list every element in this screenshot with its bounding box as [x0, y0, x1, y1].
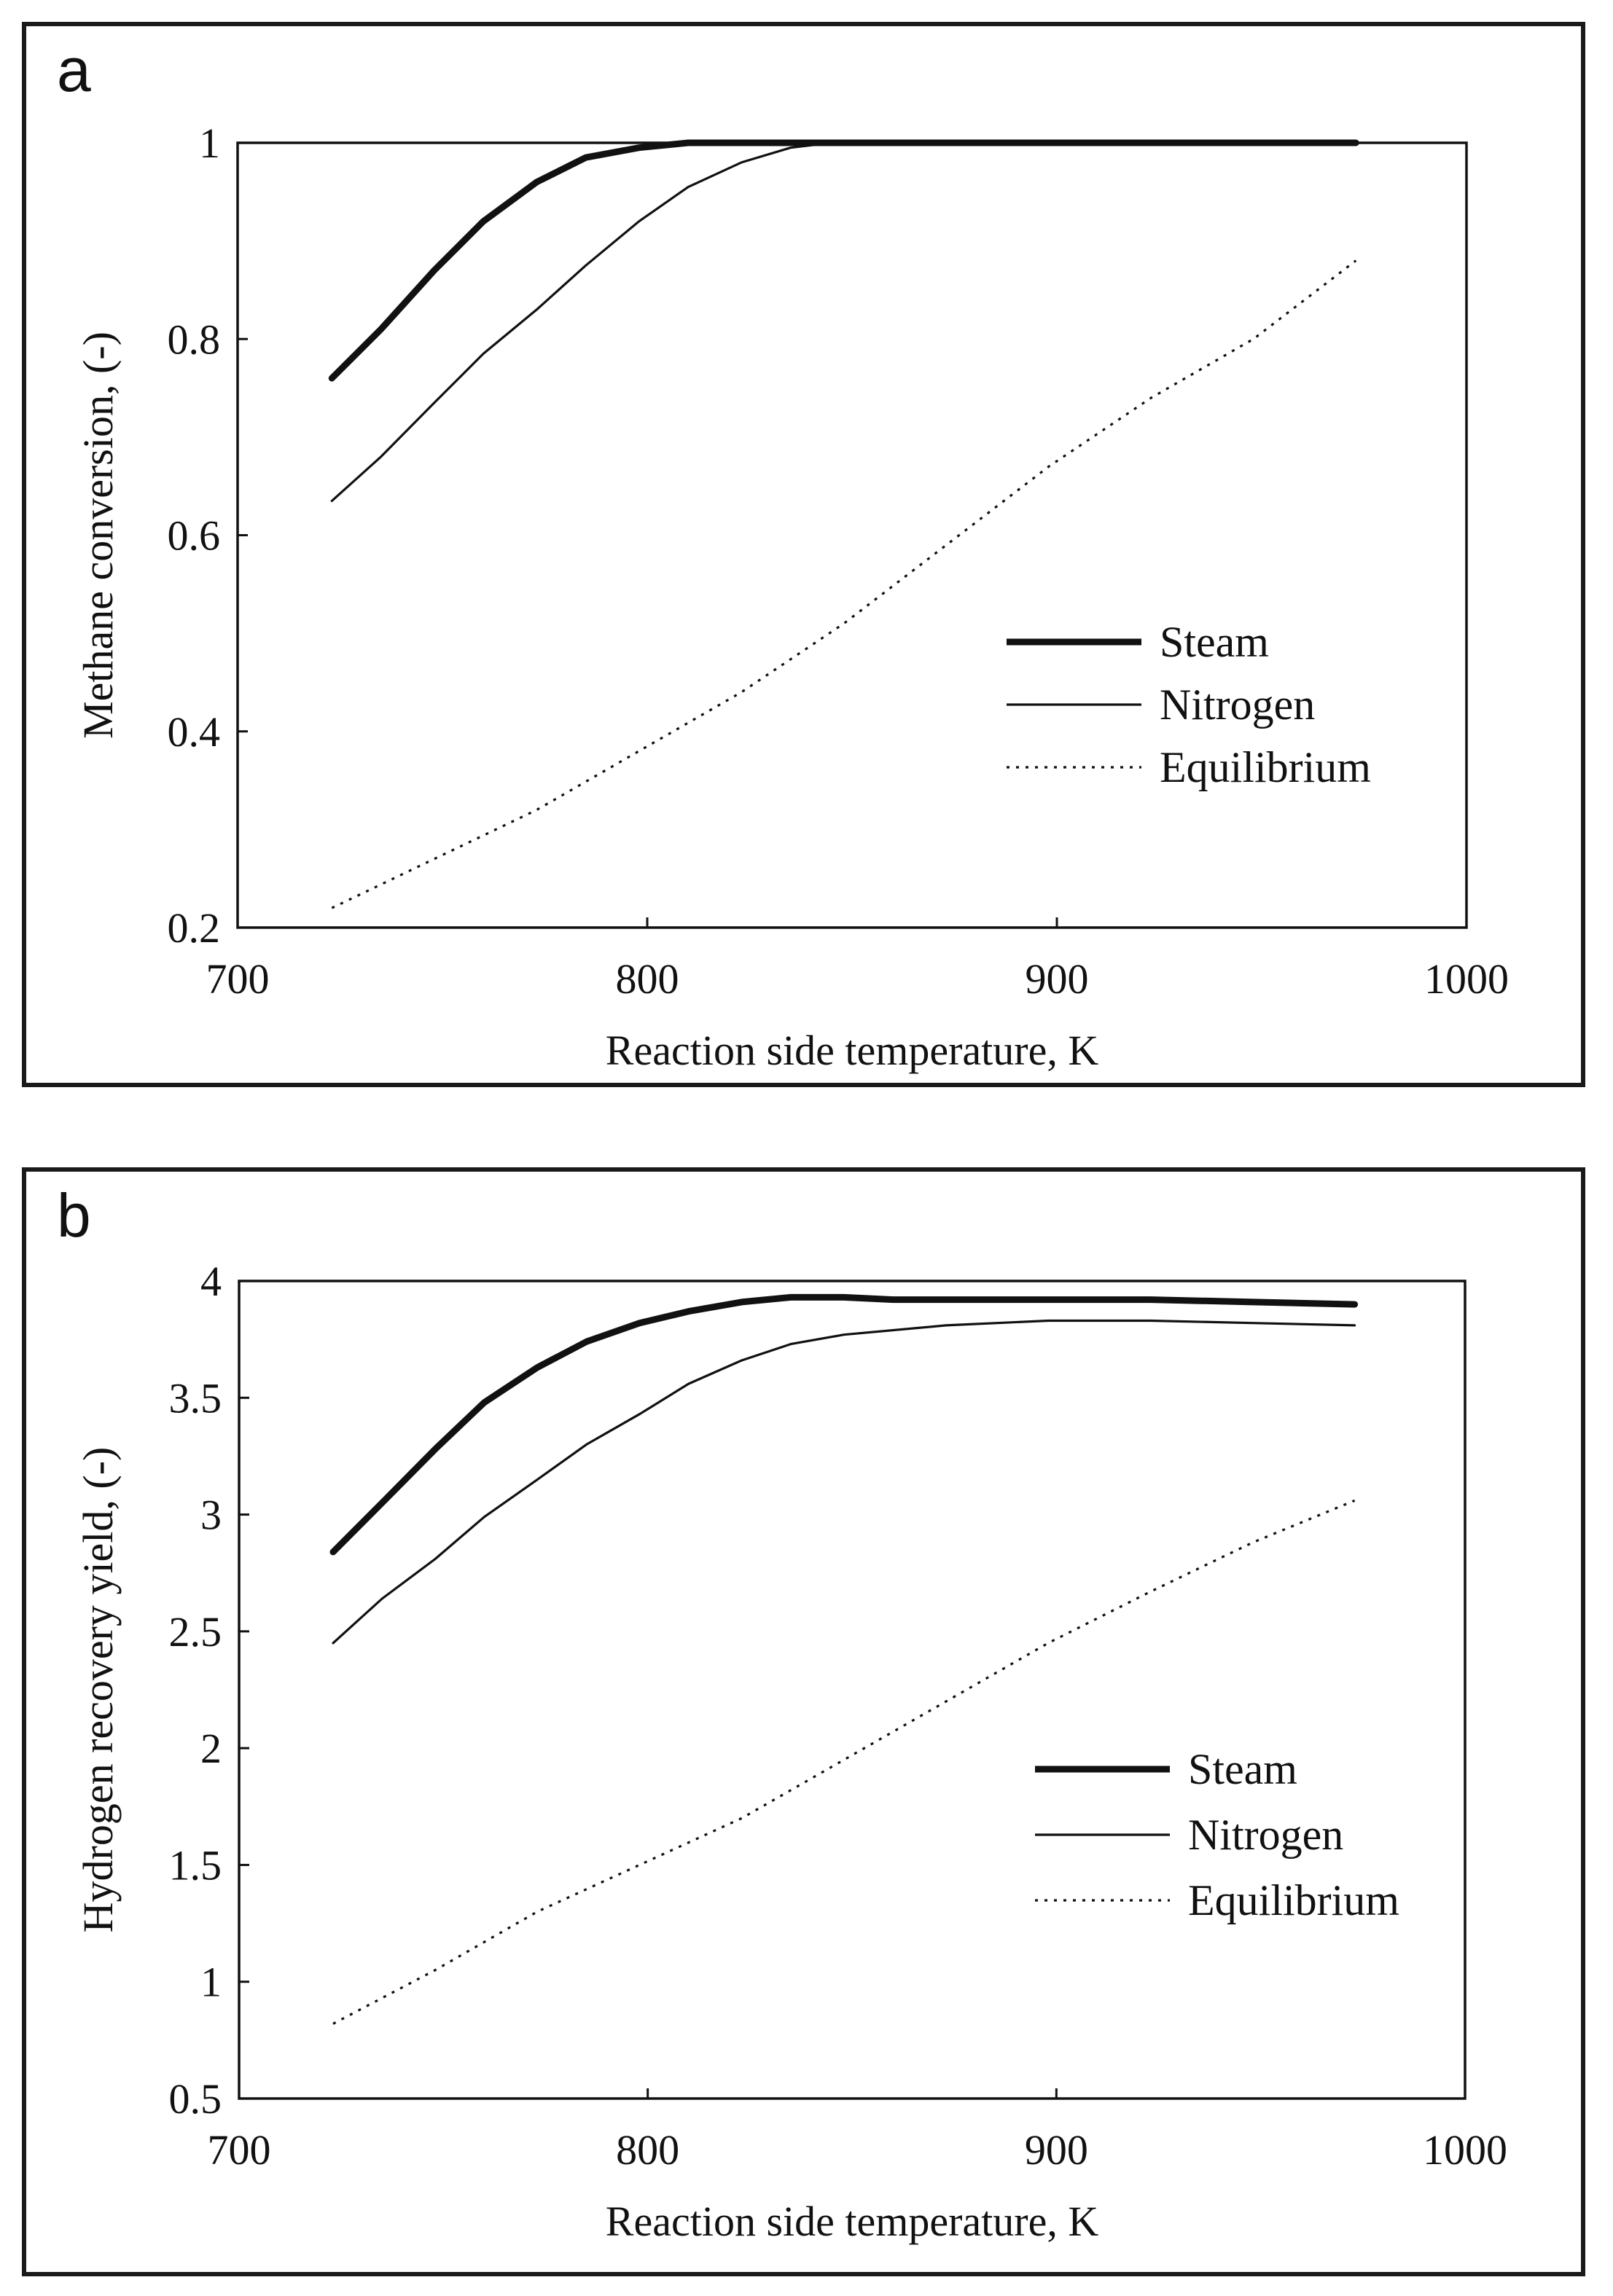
x-tick-label: 1000 — [1424, 955, 1509, 1003]
x-tick-label: 900 — [1025, 2126, 1088, 2174]
y-tick-label: 3.5 — [169, 1374, 222, 1422]
x-axis-title: Reaction side temperature, K — [606, 1027, 1099, 1074]
panel-label-a: a — [57, 36, 91, 104]
chart-panel-b: b 700 800 900 1000 0.5 1 1.5 2 2.5 3 3.5 4 Reaction … — [22, 1167, 1585, 2276]
y-tick-label: 2 — [200, 1725, 222, 1772]
y-tick-label: 3 — [200, 1492, 222, 1539]
y-tick-label: 0.6 — [168, 512, 221, 560]
y-tick-label: 4 — [200, 1258, 222, 1305]
y-axis-title: Methane conversion, (-) — [74, 332, 122, 739]
series-line-steam — [328, 139, 1359, 382]
y-tick-label: 1 — [200, 1959, 222, 2006]
series-line-equilibrium — [331, 259, 1357, 909]
series-line-nitrogen — [332, 1319, 1356, 1645]
legend-label-nitrogen: Nitrogen — [1188, 1811, 1343, 1859]
y-tick-label: 2.5 — [169, 1608, 222, 1656]
x-tick-label: 700 — [208, 2126, 271, 2174]
x-axis-title: Reaction side temperature, K — [606, 2198, 1099, 2245]
legend-a: Steam Nitrogen Equilibrium — [1007, 618, 1371, 791]
plot-frame-b — [238, 1280, 1466, 2100]
y-tick-label: 1 — [199, 119, 220, 167]
x-tick-label: 900 — [1026, 955, 1089, 1003]
x-tick-label: 1000 — [1423, 2126, 1507, 2174]
y-axis-title: Hydrogen recovery yield, (-) — [74, 1447, 122, 1933]
chart-a-svg: 700 800 900 1000 0.2 0.4 0.6 0.8 1 Reaction side … — [74, 119, 1509, 1074]
series-line-nitrogen — [330, 141, 1357, 503]
legend-label-nitrogen: Nitrogen — [1160, 681, 1315, 729]
x-tick-label: 800 — [616, 2126, 679, 2174]
x-tick-label: 700 — [206, 955, 270, 1003]
x-tick-label: 800 — [616, 955, 679, 1003]
y-tick-label: 0.4 — [168, 708, 221, 756]
legend-label-steam: Steam — [1188, 1745, 1297, 1793]
legend-label-equilibrium: Equilibrium — [1188, 1876, 1399, 1924]
y-tick-label: 1.5 — [169, 1841, 222, 1889]
legend-label-steam: Steam — [1160, 618, 1269, 666]
legend-label-equilibrium: Equilibrium — [1160, 743, 1371, 791]
y-tick-label: 0.5 — [169, 2075, 222, 2123]
y-tick-label: 0.2 — [168, 904, 221, 952]
chart-b-svg: 700 800 900 1000 0.5 1 1.5 2 2.5 3 3.5 4 Reaction si… — [74, 1258, 1507, 2245]
chart-panel-a: a 700 800 900 1000 0.2 0.4 0.6 0.8 1 Reaction sid… — [22, 22, 1585, 1087]
legend-b: Steam Nitrogen Equilibrium — [1035, 1745, 1399, 1924]
plot-frame-a — [236, 141, 1468, 929]
series-line-steam — [329, 1293, 1359, 1556]
y-tick-label: 0.8 — [168, 316, 221, 363]
panel-label-b: b — [57, 1181, 91, 1250]
